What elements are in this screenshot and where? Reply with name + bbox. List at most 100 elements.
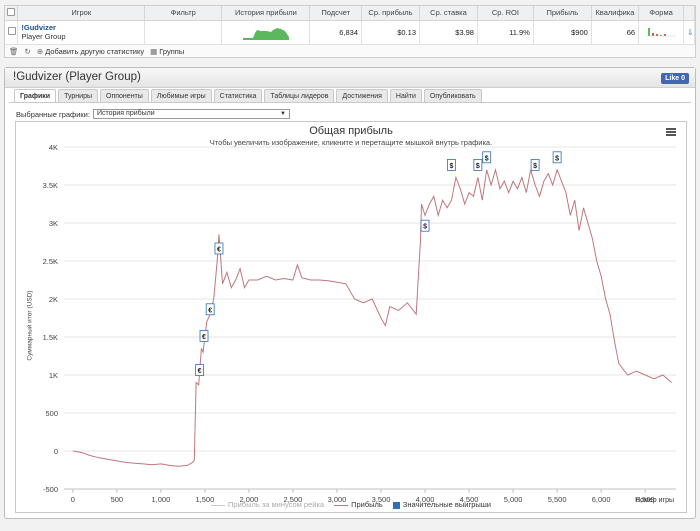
y-tick-label: 500 xyxy=(45,409,58,418)
x-tick-label: 1,000 xyxy=(151,495,170,504)
big-win-label: $ xyxy=(450,163,454,170)
big-win-marker xyxy=(205,303,215,316)
chart-plot[interactable]: -500 0 500 1K 1.5K 2K 2.5K 3K 3.5K 4K 0 500 1,000 1,5… xyxy=(16,122,688,514)
big-win-marker xyxy=(530,159,540,171)
big-win-label: $ xyxy=(485,155,489,162)
y-tick-label: 4K xyxy=(49,143,58,152)
add-stat-button[interactable]: ⊕ Добавить другую статистику xyxy=(36,46,145,56)
groups-button[interactable]: ▦ Группы xyxy=(150,46,185,56)
header-player[interactable]: Игрок xyxy=(17,6,146,21)
y-tick-label: 2K xyxy=(49,295,58,304)
big-win-marker xyxy=(195,364,205,377)
x-tick-label: 2,000 xyxy=(240,495,259,504)
table-row: !Gudvizer Player Group 6,834 $0.13 $3.98… xyxy=(5,20,695,44)
panel-tabs: Графики Турниры Оппоненты Любимые игры С… xyxy=(14,89,482,102)
big-win-label: $ xyxy=(476,163,480,170)
select-all-checkbox[interactable] xyxy=(5,6,19,21)
legend-item-net-profit[interactable]: Прибыль за минусом рейка xyxy=(211,500,324,509)
tab-search[interactable]: Найти xyxy=(389,89,422,102)
tab-charts[interactable]: Графики xyxy=(14,89,57,102)
facebook-like-button[interactable]: Like 0 xyxy=(661,73,689,84)
big-win-label: € xyxy=(198,368,202,375)
x-tick-label: 5,000 xyxy=(504,495,523,504)
x-axis-label: Номер игры xyxy=(635,497,674,504)
big-win-marker xyxy=(552,151,562,164)
x-tick-label: 3,500 xyxy=(372,495,391,504)
big-win-marker xyxy=(214,242,224,255)
selector-label: Выбранные графики: xyxy=(16,109,90,119)
tab-publish[interactable]: Опубликовать xyxy=(423,89,482,102)
tab-statistics[interactable]: Статистика xyxy=(213,89,263,102)
tab-opponents[interactable]: Оппоненты xyxy=(100,89,149,102)
trash-icon[interactable]: 🗑 xyxy=(9,46,19,56)
refresh-icon[interactable]: ↻ xyxy=(24,46,31,56)
stats-toolbar: 🗑 ↻ ⊕ Добавить другую статистику ▦ Групп… xyxy=(5,44,695,57)
big-win-label: $ xyxy=(555,155,559,162)
y-tick-label: 0 xyxy=(54,447,58,456)
add-icon: ⊕ xyxy=(36,46,44,56)
header-count[interactable]: Подсчет xyxy=(309,6,363,21)
panel-header: !Gudvizer (Player Group) Like 0 xyxy=(5,68,695,88)
y-axis-label: Суммарный итог (USD) xyxy=(26,290,34,361)
qualification-value: 66 xyxy=(591,20,640,44)
avg-roi-value: 11.9% xyxy=(477,20,534,44)
stats-table: Игрок Фильтр История прибыли Подсчет Ср.… xyxy=(4,5,696,58)
x-tick-label: 4,500 xyxy=(460,495,479,504)
dropdown-arrow-icon: ▼ xyxy=(280,111,286,117)
big-win-label: € xyxy=(202,334,206,341)
profit-history-sparkline xyxy=(221,20,311,44)
header-profit-history[interactable]: История прибыли xyxy=(221,6,311,21)
header-avg-profit[interactable]: Ср. прибыль xyxy=(361,6,420,21)
chart-select-dropdown[interactable]: История прибыли ▼ xyxy=(92,109,290,119)
big-win-marker xyxy=(447,159,456,171)
header-form[interactable]: Форма xyxy=(638,6,685,21)
x-tick-label: 3,000 xyxy=(328,495,347,504)
header-profit[interactable]: Прибыль xyxy=(533,6,592,21)
player-name-link[interactable]: !Gudvizer xyxy=(21,23,56,33)
y-tick-label: 1K xyxy=(49,371,58,380)
x-tick-label: 5,500 xyxy=(548,495,567,504)
avg-stake-value: $3.98 xyxy=(419,20,478,44)
y-tick-label: 3K xyxy=(49,219,58,228)
big-win-label: $ xyxy=(423,224,427,231)
profit-chart[interactable]: -500 0 500 1K 1.5K 2K 2.5K 3K 3.5K 4K 0 500 1,000 1,5… xyxy=(15,121,687,513)
chart-menu-icon[interactable] xyxy=(666,128,676,136)
legend-item-big-wins[interactable]: Значительные выигрыши xyxy=(392,500,491,509)
big-win-label: € xyxy=(208,307,212,314)
x-tick-label: 6,500 xyxy=(636,495,655,504)
player-group: Player Group xyxy=(21,32,66,42)
avg-profit-value: $0.13 xyxy=(361,20,420,44)
big-win-label: € xyxy=(217,247,221,254)
tab-favorite-games[interactable]: Любимые игры xyxy=(150,89,212,102)
tab-leaderboards[interactable]: Таблицы лидеров xyxy=(264,89,335,102)
y-tick-label: -500 xyxy=(43,485,58,494)
header-filter[interactable]: Фильтр xyxy=(144,6,223,21)
big-win-marker xyxy=(420,219,430,232)
x-tick-label: 2,500 xyxy=(284,495,303,504)
chart-legend: Прибыль за минусом рейка Прибыль Значите… xyxy=(16,500,686,509)
profit-value: $900 xyxy=(533,20,592,44)
download-icon[interactable]: ⇩ xyxy=(683,20,695,44)
form-chart xyxy=(638,20,685,44)
big-win-label: $ xyxy=(533,163,537,170)
y-tick-label: 3.5K xyxy=(43,181,58,190)
header-avg-roi[interactable]: Ср. ROI xyxy=(477,6,534,21)
player-panel: !Gudvizer (Player Group) Like 0 Графики … xyxy=(4,67,696,519)
big-win-marker xyxy=(199,329,209,342)
x-tick-label: 6,000 xyxy=(592,495,611,504)
header-avg-stake[interactable]: Ср. ставка xyxy=(419,6,478,21)
filter-cell xyxy=(144,20,223,44)
tab-tournaments[interactable]: Турниры xyxy=(58,89,99,102)
legend-item-profit[interactable]: Прибыль xyxy=(334,500,383,509)
chart-subtitle: Чтобы увеличить изображение, кликните и … xyxy=(209,138,493,147)
row-checkbox[interactable] xyxy=(5,20,19,44)
y-tick-label: 2.5K xyxy=(43,257,58,266)
tab-achievements[interactable]: Достижения xyxy=(336,89,388,102)
series-line-profit xyxy=(72,167,672,467)
groups-icon: ▦ xyxy=(150,46,158,56)
x-tick-label: 0 xyxy=(71,495,75,504)
chart-selector: Выбранные графики: История прибыли ▼ xyxy=(16,109,290,119)
header-qualification[interactable]: Квалифика xyxy=(591,6,640,21)
big-win-marker xyxy=(473,159,483,171)
panel-title: !Gudvizer (Player Group) xyxy=(13,71,141,83)
